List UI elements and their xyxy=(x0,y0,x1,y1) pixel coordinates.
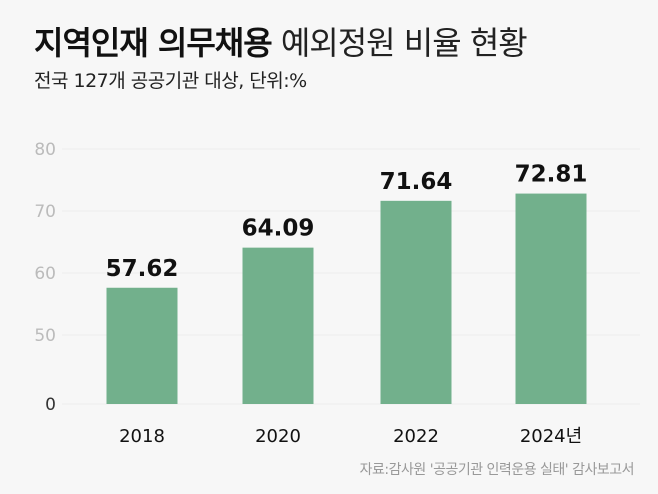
x-tick-label: 2024년 xyxy=(520,426,582,447)
x-tick-label: 2020 xyxy=(255,426,301,447)
bar xyxy=(515,193,587,404)
bar xyxy=(380,200,452,404)
title-light: 예외정원 비율 현황 xyxy=(280,24,528,62)
x-tick-label: 2022 xyxy=(393,426,439,447)
y-tick-label: 0 xyxy=(45,395,56,415)
y-tick-label: 50 xyxy=(34,326,56,346)
chart-subtitle: 전국 127개 공공기관 대상, 단위:% xyxy=(34,70,307,92)
data-label: 71.64 xyxy=(380,169,453,195)
data-label: 72.81 xyxy=(515,162,588,188)
title-bold: 지역인재 의무채용 xyxy=(34,24,273,62)
x-tick-label: 2018 xyxy=(119,426,165,447)
data-label: 64.09 xyxy=(242,216,315,242)
chart-title: 지역인재 의무채용 예외정원 비율 현황 xyxy=(34,18,528,64)
source-note: 자료:감사원 '공공기관 인력운용 실태' 감사보고서 xyxy=(359,462,635,478)
y-tick-label: 80 xyxy=(34,140,56,160)
y-tick-label: 60 xyxy=(34,264,56,284)
data-label: 57.62 xyxy=(106,256,179,282)
bar xyxy=(242,247,314,404)
y-tick-label: 70 xyxy=(34,202,56,222)
bar xyxy=(106,287,178,404)
